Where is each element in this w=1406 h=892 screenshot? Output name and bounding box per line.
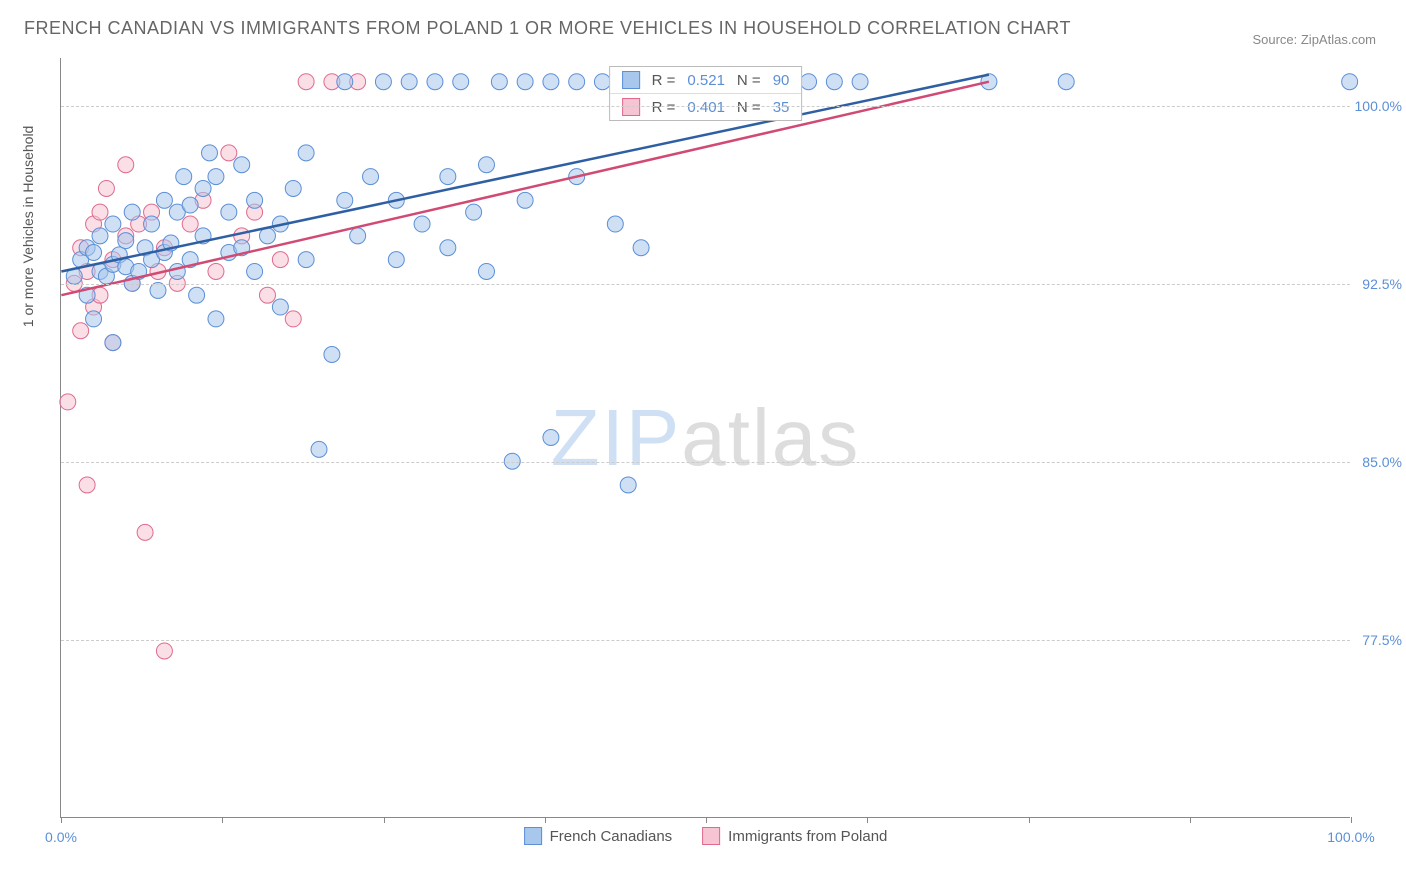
legend-stats-row: R = 0.521 N = 90 <box>610 67 802 94</box>
legend-n-value: 35 <box>773 99 790 116</box>
x-tick <box>222 817 223 823</box>
y-tick-label: 92.5% <box>1362 276 1402 292</box>
gridline <box>61 106 1350 107</box>
gridline <box>61 462 1350 463</box>
legend-series-label: French Canadians <box>550 828 673 845</box>
x-tick <box>706 817 707 823</box>
legend-swatch <box>622 71 640 89</box>
legend-n-label: N = <box>737 99 761 116</box>
legend-r-value: 0.521 <box>687 72 725 89</box>
y-tick-label: 100.0% <box>1355 98 1402 114</box>
legend-series-item: Immigrants from Poland <box>702 827 887 845</box>
legend-r-label: R = <box>652 72 676 89</box>
x-tick <box>61 817 62 823</box>
regression-line <box>61 75 989 272</box>
legend-n-value: 90 <box>773 72 790 89</box>
legend-swatch <box>524 827 542 845</box>
gridline <box>61 640 1350 641</box>
legend-n-label: N = <box>737 72 761 89</box>
legend-series-label: Immigrants from Poland <box>728 828 887 845</box>
legend-r-label: R = <box>652 99 676 116</box>
plot-area: ZIPatlas R = 0.521 N = 90 R = 0.401 N = … <box>60 58 1350 818</box>
y-axis-label: 1 or more Vehicles in Household <box>20 126 36 328</box>
x-tick-label: 0.0% <box>45 829 77 845</box>
legend-series: French Canadians Immigrants from Poland <box>524 827 888 845</box>
legend-swatch <box>622 98 640 116</box>
legend-stats-row: R = 0.401 N = 35 <box>610 94 802 120</box>
legend-r-value: 0.401 <box>687 99 725 116</box>
gridline <box>61 284 1350 285</box>
legend-series-item: French Canadians <box>524 827 673 845</box>
x-tick <box>545 817 546 823</box>
y-tick-label: 77.5% <box>1362 632 1402 648</box>
x-tick <box>1190 817 1191 823</box>
legend-swatch <box>702 827 720 845</box>
x-tick <box>384 817 385 823</box>
regression-layer <box>61 58 1350 817</box>
legend-stats: R = 0.521 N = 90 R = 0.401 N = 35 <box>609 66 803 121</box>
y-tick-label: 85.0% <box>1362 454 1402 470</box>
source-label: Source: ZipAtlas.com <box>1252 32 1376 47</box>
x-tick <box>867 817 868 823</box>
regression-line <box>61 82 989 295</box>
x-tick <box>1351 817 1352 823</box>
x-tick <box>1029 817 1030 823</box>
chart-title: FRENCH CANADIAN VS IMMIGRANTS FROM POLAN… <box>24 18 1071 39</box>
x-tick-label: 100.0% <box>1327 829 1374 845</box>
